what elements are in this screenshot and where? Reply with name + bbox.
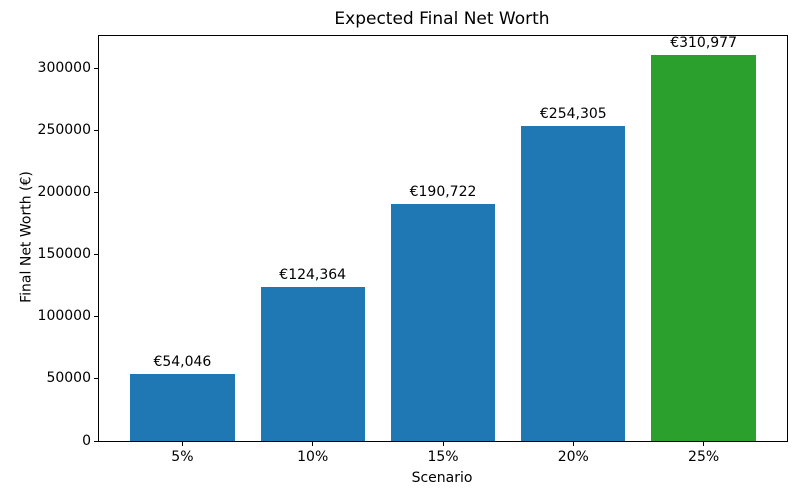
y-tick <box>94 440 98 442</box>
y-tick <box>94 378 98 380</box>
x-tick-label: 20% <box>557 449 589 465</box>
y-tick-label: 50000 <box>46 370 91 387</box>
y-tick-label: 250000 <box>37 122 91 139</box>
y-tick <box>94 68 98 70</box>
bar-value-label: €190,722 <box>409 184 477 201</box>
bar-value-label: €54,046 <box>153 353 212 370</box>
bar-25% <box>651 55 756 441</box>
y-tick-label: 150000 <box>37 246 91 263</box>
bar-value-label: €310,977 <box>670 35 737 52</box>
y-tick <box>94 254 98 256</box>
bar-value-label: €124,364 <box>279 266 347 283</box>
bar-10% <box>260 286 365 441</box>
bar-value-label: €254,305 <box>539 105 607 122</box>
x-tick <box>703 442 705 446</box>
x-tick-label: 10% <box>297 449 329 465</box>
y-tick-label: 0 <box>82 432 91 449</box>
x-tick <box>312 442 314 446</box>
bar-15% <box>390 204 496 441</box>
y-axis-label: Final Net Worth (€) <box>18 171 35 303</box>
x-tick <box>181 442 183 446</box>
x-tick <box>572 442 574 446</box>
x-tick <box>442 442 444 446</box>
y-tick-label: 200000 <box>37 184 91 201</box>
bar-20% <box>521 125 626 441</box>
y-tick <box>94 192 98 194</box>
x-tick-label: 25% <box>688 449 720 465</box>
x-tick-label: 5% <box>171 449 194 465</box>
y-tick <box>94 316 98 318</box>
y-tick-label: 300000 <box>37 60 91 77</box>
y-tick-label: 100000 <box>37 308 91 325</box>
x-tick-label: 15% <box>427 449 459 465</box>
y-tick <box>94 130 98 132</box>
bar-5% <box>130 373 235 441</box>
chart-title: Expected Final Net Worth <box>334 9 550 29</box>
plot-area: 0 50000 100000 150000 200000 250000 300000 €54,… <box>38 35 788 465</box>
x-axis-label: Scenario <box>411 470 473 486</box>
